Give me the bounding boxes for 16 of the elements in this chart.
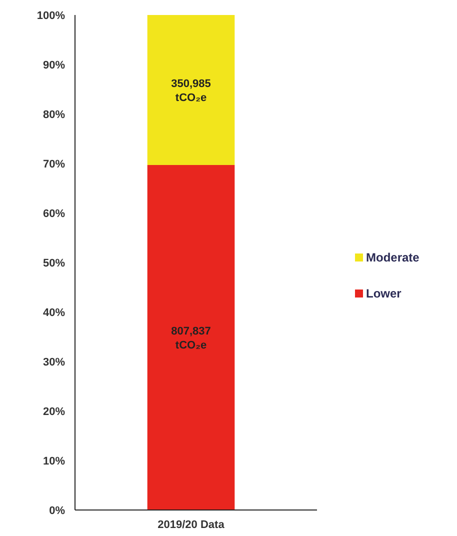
- y-tick-label: 40%: [42, 306, 66, 319]
- y-tick-label: 20%: [42, 406, 66, 418]
- y-tick-label: 50%: [42, 257, 66, 270]
- legend-label: Moderate: [366, 250, 420, 265]
- legend-label: Lower: [366, 286, 402, 301]
- y-tick-label: 100%: [36, 10, 66, 22]
- y-tick-label: 0%: [49, 504, 66, 517]
- x-tick-label: 2019/20 Data: [158, 519, 226, 531]
- y-tick-label: 10%: [42, 455, 66, 468]
- y-tick-label: 60%: [42, 208, 66, 220]
- y-tick-label: 30%: [42, 356, 66, 368]
- y-tick-label: 80%: [42, 108, 66, 121]
- annotation: 807,837 tCO₂e: [171, 325, 211, 352]
- annotation: 350,985 tCO₂e: [171, 78, 211, 104]
- y-tick-label: 90%: [42, 59, 66, 72]
- y-tick-label: 70%: [42, 158, 66, 170]
